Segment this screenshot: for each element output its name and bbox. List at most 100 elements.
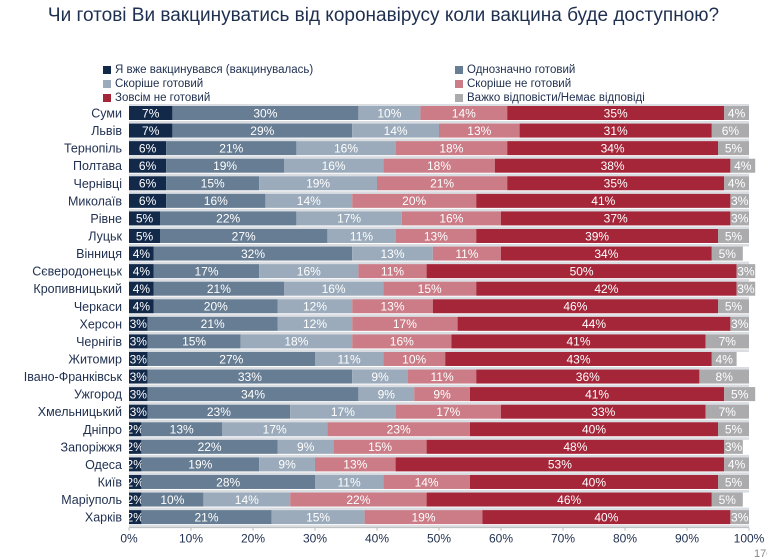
data-label: 42% bbox=[594, 282, 618, 296]
bar-segment bbox=[141, 492, 204, 507]
bar-segment bbox=[147, 404, 291, 419]
bar-segment bbox=[705, 404, 749, 419]
data-label: 12% bbox=[303, 300, 327, 314]
bar-segment bbox=[711, 351, 737, 366]
bar-segment bbox=[296, 141, 396, 156]
bar-segment bbox=[730, 193, 749, 208]
data-label: 3% bbox=[130, 370, 148, 384]
bar-segment bbox=[395, 457, 725, 472]
bar-segment bbox=[358, 106, 421, 120]
bar-segment bbox=[494, 158, 731, 173]
bar-segment bbox=[141, 457, 260, 472]
x-tick-label: 90% bbox=[675, 532, 699, 546]
bar-segment bbox=[718, 474, 749, 489]
legend-item: Я вже вакцинувався (вакцинувалась) bbox=[103, 64, 313, 76]
data-label: 21% bbox=[201, 317, 225, 331]
data-label: 30% bbox=[253, 106, 277, 120]
data-label: 11% bbox=[338, 475, 361, 489]
data-label: 2% bbox=[127, 440, 145, 454]
bar-segment bbox=[352, 369, 408, 384]
bar-segment bbox=[166, 141, 297, 156]
x-tick-label: 10% bbox=[179, 532, 203, 546]
data-label: 37% bbox=[604, 212, 628, 226]
category-label: Рівне bbox=[90, 212, 122, 226]
data-label: 13% bbox=[380, 247, 404, 261]
bar-segment bbox=[476, 193, 731, 208]
legend-label: Важко відповісти/Немає відповіді bbox=[467, 92, 645, 104]
bar-segment bbox=[129, 211, 160, 226]
bar-segment bbox=[315, 474, 384, 489]
data-label: 16% bbox=[334, 141, 358, 155]
bar-segment bbox=[141, 439, 278, 454]
data-label: 3% bbox=[731, 212, 749, 226]
data-label: 40% bbox=[594, 510, 618, 524]
bar-segment bbox=[730, 158, 756, 173]
x-tick-label: 70% bbox=[551, 532, 575, 546]
category-label: Ужгород bbox=[74, 388, 123, 402]
data-label: 34% bbox=[594, 247, 618, 261]
bar-segment bbox=[129, 316, 148, 331]
bar-segment bbox=[277, 439, 334, 454]
bar-segment bbox=[711, 123, 749, 138]
data-label: 4% bbox=[734, 159, 752, 173]
bar-segment bbox=[718, 141, 749, 156]
legend-item: Зовсім не готовий bbox=[103, 92, 210, 104]
bar-segment bbox=[432, 246, 501, 261]
bar-segment bbox=[736, 264, 756, 279]
data-label: 10% bbox=[377, 106, 401, 120]
data-label: 17% bbox=[393, 317, 417, 331]
bar-segment bbox=[482, 510, 731, 525]
category-label: Чернігів bbox=[76, 335, 122, 349]
data-label: 34% bbox=[601, 141, 625, 155]
category-label: Маріуполь bbox=[61, 493, 122, 507]
data-label: 40% bbox=[582, 475, 606, 489]
bar-segment bbox=[352, 316, 458, 331]
chart-title: Чи готові Ви вакцинуватись від коронавір… bbox=[47, 5, 720, 26]
data-label: 9% bbox=[297, 440, 315, 454]
data-label: 33% bbox=[238, 370, 262, 384]
bar-segment bbox=[414, 387, 470, 402]
data-label: 22% bbox=[346, 493, 370, 507]
data-label: 9% bbox=[433, 387, 451, 401]
bar-segment bbox=[711, 492, 743, 507]
bar-segment bbox=[166, 193, 266, 208]
bar-segment bbox=[718, 228, 749, 243]
data-label: 5% bbox=[725, 229, 743, 243]
legend-swatch bbox=[103, 66, 111, 74]
data-label: 11% bbox=[350, 229, 373, 243]
category-label: Житомир bbox=[68, 352, 122, 366]
data-label: 41% bbox=[585, 387, 609, 401]
data-label: 23% bbox=[387, 423, 411, 437]
bar-segment bbox=[166, 158, 284, 173]
bar-segment bbox=[519, 123, 712, 138]
bar-segment bbox=[507, 106, 725, 120]
bar-segment bbox=[290, 492, 427, 507]
data-label: 9% bbox=[378, 387, 396, 401]
bar-segment bbox=[129, 264, 154, 279]
data-label: 16% bbox=[322, 159, 346, 173]
bar-segment bbox=[718, 299, 749, 314]
data-label: 19% bbox=[188, 458, 212, 472]
bar-segment bbox=[736, 281, 756, 296]
bar-segment bbox=[315, 457, 396, 472]
data-label: 4% bbox=[133, 264, 151, 278]
category-label: Черкаси bbox=[74, 300, 122, 314]
data-label: 2% bbox=[127, 475, 145, 489]
data-label: 7% bbox=[142, 106, 160, 120]
data-label: 18% bbox=[439, 141, 463, 155]
data-label: 18% bbox=[427, 159, 451, 173]
bar-segment bbox=[153, 281, 284, 296]
category-label: Полтава bbox=[73, 159, 122, 173]
bar-segment bbox=[705, 334, 749, 349]
data-label: 2% bbox=[127, 423, 145, 437]
data-label: 19% bbox=[306, 177, 330, 191]
data-label: 3% bbox=[130, 317, 148, 331]
data-label: 6% bbox=[139, 141, 157, 155]
bar-segment bbox=[259, 457, 315, 472]
bar-segment bbox=[147, 316, 278, 331]
bar-segment bbox=[395, 228, 477, 243]
data-label: 14% bbox=[415, 475, 439, 489]
data-label: 11% bbox=[431, 370, 454, 384]
data-label: 7% bbox=[719, 335, 737, 349]
data-label: 3% bbox=[737, 264, 755, 278]
